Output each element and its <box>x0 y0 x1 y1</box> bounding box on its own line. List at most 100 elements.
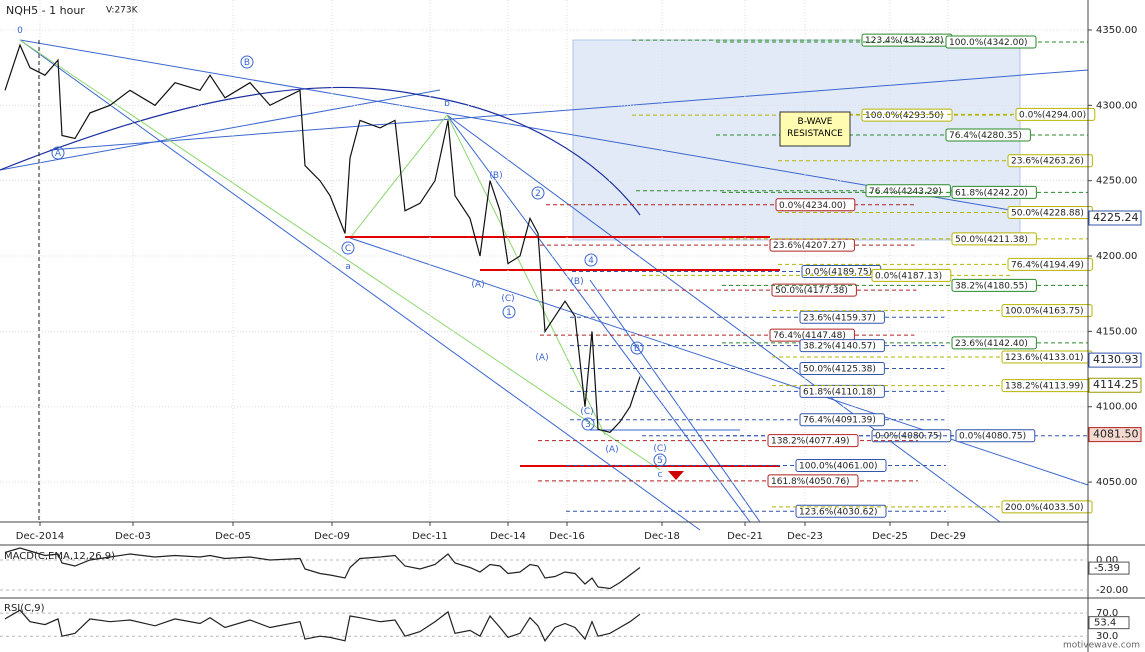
line-series <box>4 609 641 642</box>
wave-circle <box>630 341 644 355</box>
x-tick-label: Dec-16 <box>549 531 585 542</box>
volume: V:273K <box>106 6 139 16</box>
y-tick-label: 4350.00 <box>1096 25 1137 36</box>
wave-label: B <box>244 58 250 68</box>
red-lines <box>345 236 780 467</box>
price-tag <box>1088 352 1142 368</box>
x-tick-label: Dec-05 <box>215 531 251 542</box>
x-tick-label: Dec-14 <box>490 531 526 542</box>
wave-label: A <box>55 149 62 159</box>
level-box <box>951 232 1037 246</box>
wave-label: B <box>634 344 640 354</box>
panel-value-tag <box>1088 561 1130 575</box>
level-label: 100.0%(4342.00) <box>949 38 1028 48</box>
price-tag <box>1088 210 1142 226</box>
y-tick-label: 4150.00 <box>1096 326 1137 337</box>
level-label: 50.0%(4177.38) <box>775 286 848 296</box>
level-box <box>769 238 855 252</box>
level-box <box>871 268 952 282</box>
level-label: 23.6%(4263.26) <box>1011 157 1084 167</box>
x-tick-label: Dec-29 <box>930 531 966 542</box>
level-label: 100.0%(4061.00) <box>799 461 878 471</box>
level-label: 100.0%(4163.75) <box>1005 307 1084 317</box>
level-label: 76.4%(4280.35) <box>949 131 1022 141</box>
wave-label: (A) <box>471 280 484 290</box>
level-label: 0.0%(4080.75) <box>875 432 942 442</box>
moving-average <box>0 86 641 216</box>
level-box <box>951 336 1037 350</box>
annotation: B-WAVE RESISTANCE <box>787 117 843 139</box>
panel-tick-label: 70.0 <box>1096 608 1118 619</box>
wave-circle <box>653 453 667 467</box>
price-plot <box>4 43 641 433</box>
wave-label: (A) <box>535 353 548 363</box>
wave-label: (C) <box>580 407 593 417</box>
wave-label: 2 <box>535 189 541 199</box>
level-box <box>799 361 885 375</box>
wave-circle <box>584 253 598 267</box>
line-series <box>4 43 641 433</box>
chart-title: NQH5 - 1 hour <box>6 4 85 17</box>
y-tick-label: 4050.00 <box>1096 477 1137 488</box>
level-label: 200.0%(4033.50) <box>1005 503 1084 513</box>
level-box <box>799 310 885 324</box>
level-box <box>799 339 885 353</box>
price-tag-label: 4114.25 <box>1093 378 1139 391</box>
level-box <box>1015 107 1096 121</box>
trendlines <box>0 39 1089 531</box>
level-box <box>795 504 887 518</box>
level-box <box>1001 500 1093 514</box>
price-tag-label: 4225.24 <box>1093 211 1139 224</box>
wave-label: 5 <box>657 456 663 466</box>
price-tag <box>1088 427 1142 443</box>
level-label: 38.2%(4180.55) <box>955 281 1028 291</box>
panel-title: RSI(C,9) <box>4 603 45 614</box>
panel-tick-label: -20.00 <box>1096 585 1128 596</box>
x-tick-label: Dec-23 <box>787 531 823 542</box>
wave-label: (C) <box>501 294 514 304</box>
level-label: 23.6%(4142.40) <box>955 339 1028 349</box>
panel-tick-label: 0.00 <box>1096 555 1118 566</box>
price-tag-label: 4081.50 <box>1093 428 1139 441</box>
x-tick-label: Dec-21 <box>727 531 763 542</box>
wave-label: a <box>345 262 351 272</box>
level-box <box>861 108 953 122</box>
annotation-box <box>779 111 851 147</box>
level-box <box>951 185 1037 199</box>
price-tag <box>1088 377 1142 393</box>
level-label: 23.6%(4207.27) <box>773 241 846 251</box>
level-label: 138.2%(4113.99) <box>1005 382 1084 392</box>
level-box <box>951 278 1037 292</box>
level-label: 76.4%(4243.29) <box>869 187 942 197</box>
level-label: 0.0%(4080.75) <box>959 432 1026 442</box>
level-box <box>1007 257 1093 271</box>
x-tick-label: Dec-09 <box>314 531 350 542</box>
price-tag-label: 4130.93 <box>1093 353 1139 366</box>
level-label: 50.0%(4228.88) <box>1011 209 1084 219</box>
level-box <box>865 184 951 198</box>
target-arrow <box>668 471 684 480</box>
level-box <box>1007 154 1093 168</box>
level-label: 61.8%(4110.18) <box>803 387 876 397</box>
level-label: 0.0%(4234.00) <box>779 201 846 211</box>
panel-value-tag <box>1088 616 1130 630</box>
level-label: 50.0%(4211.38) <box>955 235 1028 245</box>
wave-circle <box>51 146 65 160</box>
green-lines <box>19 39 661 471</box>
level-box <box>945 128 1031 142</box>
level-label: 100.0%(4293.50) <box>865 111 944 121</box>
level-label: 0.0%(4189.75) <box>805 267 872 277</box>
watermark: motivewave.com <box>1063 641 1140 651</box>
level-box <box>771 283 857 297</box>
panel-value-label: 53.4 <box>1094 618 1116 629</box>
x-tick-label: Dec-03 <box>115 531 151 542</box>
panel-value-label: -5.39 <box>1094 563 1120 574</box>
wave-label: (B) <box>489 171 502 181</box>
wave-label: c <box>658 470 663 480</box>
wave-label: 0 <box>17 26 23 36</box>
level-box <box>767 474 859 488</box>
level-label: 123.4%(4343.28) <box>865 36 944 46</box>
wave-label: (A) <box>605 445 618 455</box>
level-label: 76.4%(4147.48) <box>773 331 846 341</box>
